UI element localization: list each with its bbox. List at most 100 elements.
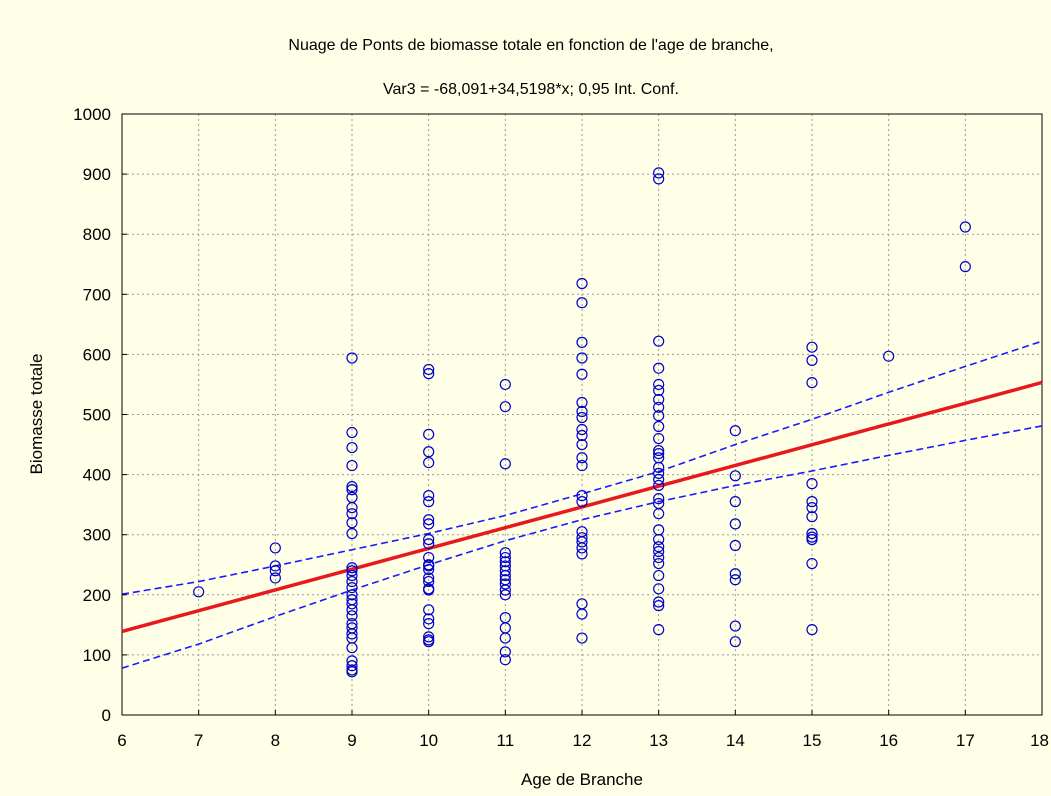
data-point xyxy=(729,568,741,580)
data-point xyxy=(346,610,358,622)
data-point xyxy=(346,655,358,667)
data-point xyxy=(499,401,511,413)
x-tick-label: 10 xyxy=(419,731,438,750)
data-point xyxy=(806,527,818,540)
data-point xyxy=(806,502,818,514)
x-tick-label: 13 xyxy=(649,731,668,750)
x-tick-label: 11 xyxy=(497,731,515,750)
data-point xyxy=(423,490,435,502)
data-point xyxy=(653,432,665,445)
data-point xyxy=(806,354,818,367)
data-point xyxy=(346,502,358,514)
data-point xyxy=(346,565,358,577)
data-point xyxy=(346,660,358,672)
data-point xyxy=(576,411,588,424)
data-point xyxy=(806,624,818,636)
data-point xyxy=(576,452,588,464)
data-point xyxy=(576,423,588,436)
y-tick-label: 700 xyxy=(83,285,111,304)
data-point xyxy=(806,377,818,389)
chart-subtitle: Var3 = -68,091+34,5198*x; 0,95 Int. Conf… xyxy=(383,81,679,98)
data-point xyxy=(653,493,665,505)
data-point xyxy=(499,551,511,564)
data-point xyxy=(346,575,358,588)
data-point xyxy=(499,578,511,590)
y-tick-label: 900 xyxy=(83,165,111,184)
y-tick-label: 1000 xyxy=(73,105,111,124)
data-point xyxy=(423,560,435,572)
data-point xyxy=(423,551,435,564)
data-point xyxy=(499,569,511,582)
data-point xyxy=(499,378,511,391)
data-point xyxy=(729,518,741,530)
data-point xyxy=(269,572,281,584)
data-point xyxy=(423,538,435,550)
data-point xyxy=(346,569,358,582)
data-point xyxy=(729,574,741,586)
data-point xyxy=(423,563,435,576)
data-point xyxy=(346,527,358,540)
data-point xyxy=(653,362,665,374)
data-point xyxy=(806,341,818,353)
x-tick-label: 18 xyxy=(1030,731,1049,750)
data-point xyxy=(959,221,971,233)
x-axis-label: Age de Branche xyxy=(521,770,643,789)
x-tick-label: 12 xyxy=(573,731,592,750)
x-tick-label: 17 xyxy=(956,731,975,750)
data-point xyxy=(729,539,741,552)
data-point xyxy=(499,584,511,596)
data-point xyxy=(346,481,358,493)
data-point xyxy=(269,542,281,554)
data-point xyxy=(576,496,588,508)
y-axis-ticks: 0 100 200 300 400 500 600 700 800 900 1000 xyxy=(73,105,127,725)
data-point xyxy=(653,420,665,433)
data-point xyxy=(499,556,511,568)
data-point xyxy=(499,632,511,644)
data-point xyxy=(499,589,511,601)
x-tick-label: 6 xyxy=(117,731,126,750)
data-point xyxy=(193,586,205,598)
data-point xyxy=(653,596,665,608)
data-point xyxy=(653,378,665,391)
y-tick-label: 300 xyxy=(83,526,111,545)
data-point xyxy=(653,393,665,406)
data-point xyxy=(423,456,435,469)
data-point xyxy=(576,352,588,364)
data-point xyxy=(346,352,358,364)
x-tick-label: 8 xyxy=(271,731,280,750)
data-point xyxy=(499,458,511,470)
data-point xyxy=(653,401,665,413)
data-point xyxy=(423,446,435,458)
data-point xyxy=(653,583,665,595)
data-point xyxy=(576,429,588,442)
data-point xyxy=(499,547,511,559)
y-axis-label: Biomasse totale xyxy=(27,354,46,475)
data-point xyxy=(576,336,588,348)
data-point xyxy=(576,277,588,290)
data-point xyxy=(729,425,741,437)
y-tick-label: 600 xyxy=(83,345,111,364)
data-point xyxy=(576,548,588,560)
data-point xyxy=(423,572,435,584)
data-point xyxy=(653,461,665,473)
x-tick-label: 15 xyxy=(803,731,822,750)
data-point xyxy=(423,575,435,588)
data-point xyxy=(806,511,818,523)
data-point xyxy=(346,581,358,594)
data-point xyxy=(576,536,588,548)
data-point xyxy=(576,396,588,409)
data-point xyxy=(653,335,665,347)
data-point xyxy=(423,613,435,625)
data-point xyxy=(653,569,665,582)
x-tick-label: 14 xyxy=(726,731,745,750)
data-point xyxy=(806,496,818,508)
data-point xyxy=(653,600,665,612)
data-point xyxy=(499,654,511,666)
data-point xyxy=(346,459,358,472)
y-tick-label: 0 xyxy=(102,706,111,725)
data-point xyxy=(653,508,665,520)
data-point xyxy=(499,646,511,658)
data-point xyxy=(346,517,358,529)
data-point xyxy=(346,484,358,496)
